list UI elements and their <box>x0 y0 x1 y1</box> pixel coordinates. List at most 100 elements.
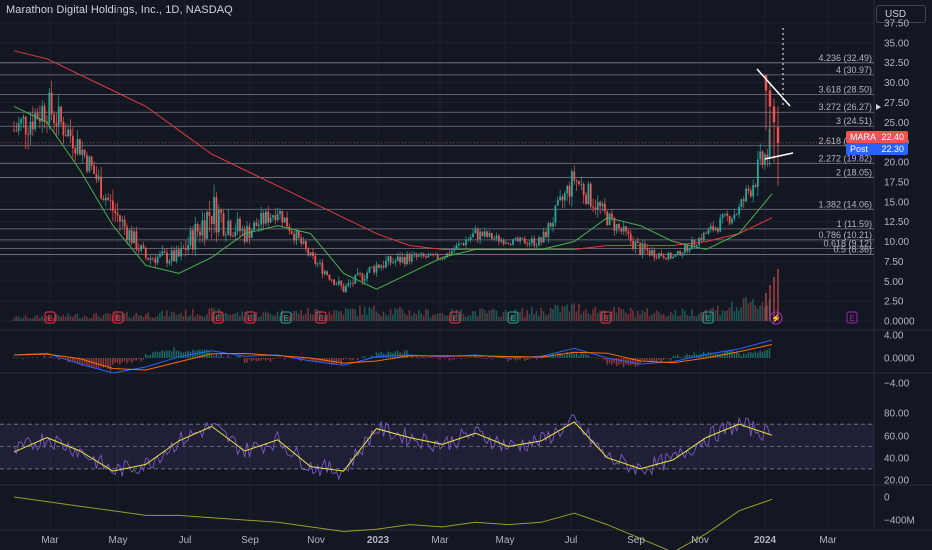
earnings-marker[interactable]: E <box>44 311 56 324</box>
volume-bar <box>561 306 564 321</box>
candle-body <box>375 264 378 273</box>
candle-body <box>342 285 345 293</box>
candle-body <box>213 197 215 225</box>
volume-bar <box>603 310 606 321</box>
volume-bar <box>328 311 331 321</box>
candle-body <box>707 229 710 234</box>
candle-body <box>686 245 689 252</box>
candle-body <box>135 231 138 250</box>
candle-body <box>408 253 411 262</box>
candle-body <box>714 227 717 231</box>
volume-bar <box>643 311 646 321</box>
candle-body <box>401 256 404 263</box>
candle-body <box>479 231 481 240</box>
volume-bar <box>596 313 599 321</box>
volume-bar <box>236 312 239 321</box>
volume-bar <box>370 308 373 321</box>
volume-bar <box>714 310 717 321</box>
volume-bar <box>286 317 288 321</box>
earnings-marker[interactable]: E <box>112 311 124 324</box>
macd-histogram-bar <box>76 358 79 365</box>
candle-body <box>111 200 114 211</box>
macd-histogram-bar <box>451 358 453 360</box>
macd-histogram-bar <box>436 358 439 359</box>
volume-bar <box>53 318 55 321</box>
volume-bar <box>97 316 100 321</box>
candle-body <box>554 205 557 223</box>
candle-body <box>250 230 253 238</box>
candle-body <box>309 252 312 256</box>
volume-bar <box>403 313 406 321</box>
volume-bar <box>759 305 761 321</box>
volume-bar <box>401 309 404 321</box>
volume-bar <box>747 303 750 321</box>
candle-body <box>493 238 496 240</box>
earnings-marker[interactable]: E <box>212 311 224 324</box>
candle-body <box>88 156 91 172</box>
volume-bar <box>206 314 208 321</box>
volume-bar <box>142 316 145 321</box>
macd-histogram-bar <box>674 355 677 358</box>
rsi-tick-label: 60.00 <box>884 432 909 443</box>
macd-histogram-bar <box>422 356 425 358</box>
earnings-marker[interactable]: E <box>846 311 858 324</box>
macd-histogram-bar <box>425 358 427 360</box>
fib-level-label: 4 (30.97) <box>836 65 872 75</box>
macd-tick-label: 4.00 <box>884 331 904 342</box>
volume-bar <box>232 314 234 321</box>
fib-level-label: 2.618 (22.05) <box>818 136 872 146</box>
grid <box>0 0 932 531</box>
earnings-marker[interactable]: ⚡ <box>769 311 783 325</box>
earnings-marker[interactable]: E <box>315 311 327 324</box>
volume-bar <box>559 312 561 321</box>
candle-body <box>467 239 470 241</box>
macd-histogram-bar <box>180 351 182 358</box>
macd-histogram-bar <box>660 358 662 362</box>
macd-histogram-bar <box>173 347 175 358</box>
macd-histogram-bar <box>568 353 571 358</box>
earnings-marker[interactable]: E <box>702 311 714 324</box>
earnings-marker[interactable]: E <box>244 311 256 324</box>
rsi-line <box>13 414 771 481</box>
volume-bar <box>422 315 425 321</box>
macd-histogram-bar <box>97 358 100 369</box>
volume-bar <box>486 313 488 321</box>
volume-bar <box>119 314 121 321</box>
currency-button[interactable]: USD <box>876 5 926 23</box>
earnings-marker-box <box>507 311 519 324</box>
earnings-marker[interactable]: E <box>600 311 612 324</box>
volume-bar <box>69 315 72 321</box>
volume-bar <box>450 308 453 321</box>
volume-bar <box>199 315 201 321</box>
volume-bar <box>330 314 333 321</box>
macd-histogram-bar <box>114 358 116 363</box>
candle-body <box>446 253 449 258</box>
candle-body <box>653 250 656 258</box>
candle-body <box>448 253 451 255</box>
earnings-marker[interactable]: E <box>280 311 292 324</box>
candle-body <box>608 213 611 225</box>
macd-histogram-bar <box>653 358 655 362</box>
earnings-marker[interactable]: E <box>507 311 519 324</box>
volume-bar <box>95 312 98 321</box>
macd-histogram-bar <box>347 358 349 359</box>
candles <box>13 74 780 294</box>
volume-bar <box>46 315 48 321</box>
macd-histogram-bar <box>152 352 154 358</box>
macd-histogram-bar <box>665 358 667 359</box>
volume-bar <box>93 313 95 321</box>
candle-body <box>667 252 670 260</box>
candle-body <box>573 171 576 181</box>
candle-body <box>745 188 748 202</box>
macd-histogram-bar <box>258 358 260 361</box>
candle-body <box>702 232 705 241</box>
volume-bar <box>239 315 241 321</box>
macd-histogram-bar <box>269 358 272 362</box>
candle-body <box>276 214 279 221</box>
macd-histogram-bar <box>260 358 262 361</box>
earnings-marker[interactable]: E <box>449 311 461 324</box>
macd-histogram-bar <box>88 358 90 368</box>
volume-bar <box>260 315 262 321</box>
volume-bar <box>764 307 766 321</box>
